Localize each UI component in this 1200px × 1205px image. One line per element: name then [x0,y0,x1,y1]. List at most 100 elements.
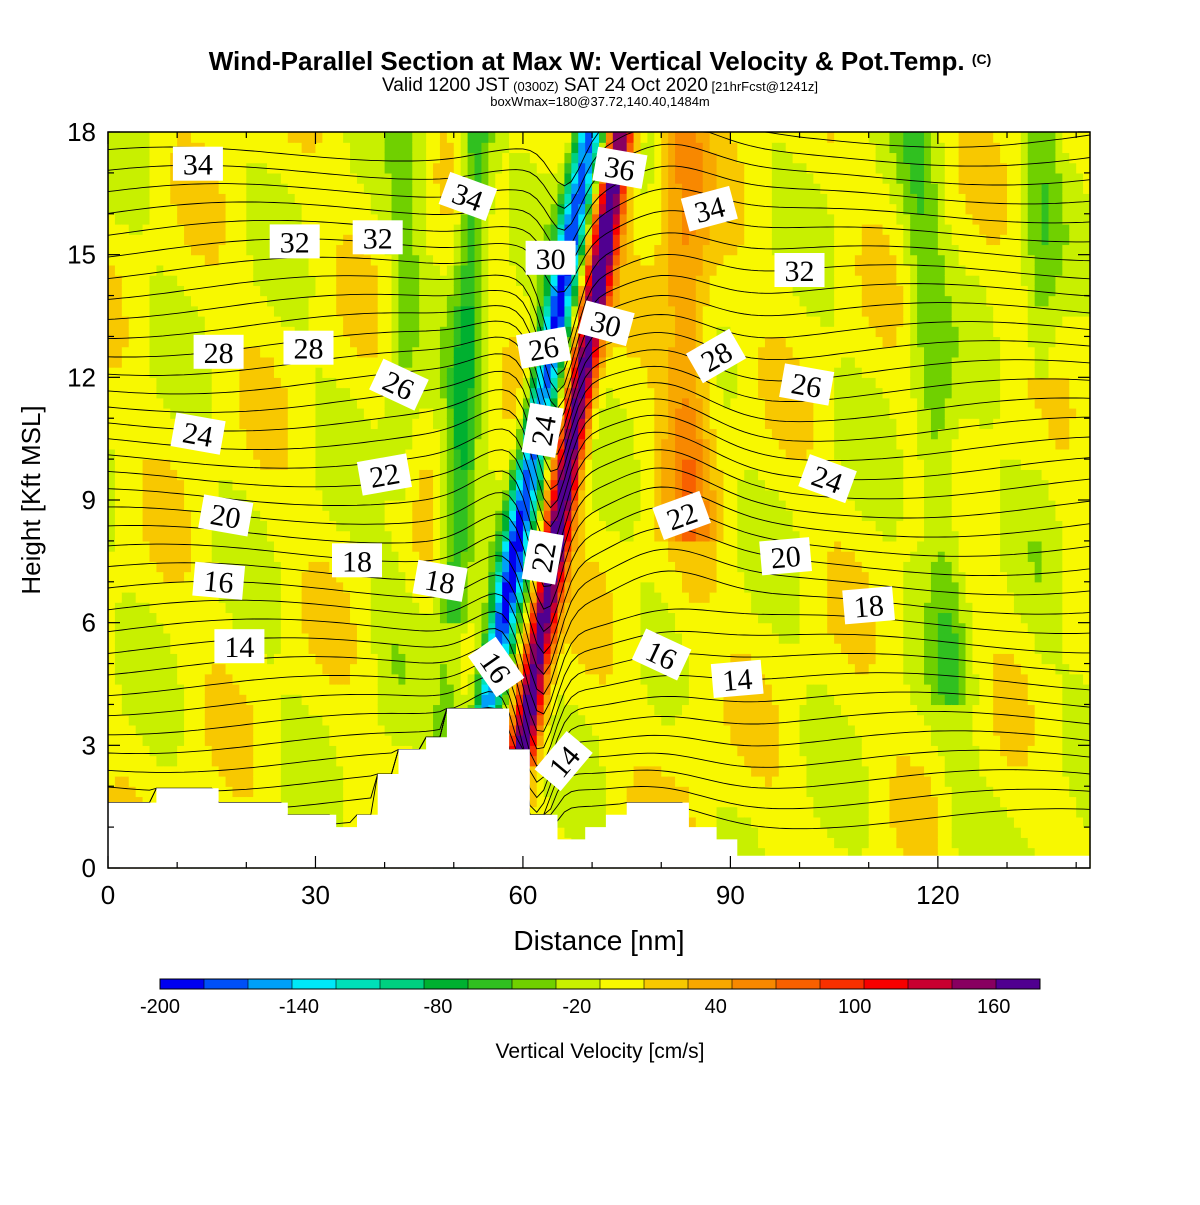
velocity-cell [336,408,344,419]
velocity-cell [128,510,137,522]
velocity-cell [350,735,358,746]
velocity-cell [460,592,469,603]
velocity-cell [488,132,496,143]
velocity-cell [267,714,275,726]
velocity-cell [522,152,531,164]
velocity-cell [156,694,164,706]
velocity-cell [363,193,372,205]
velocity-cell [405,346,413,358]
velocity-cell [322,224,330,235]
velocity-cell [557,592,566,603]
velocity-cell [287,459,296,470]
velocity-cell [522,183,531,194]
velocity-cell [218,479,227,491]
velocity-cell [481,172,489,184]
velocity-cell [460,254,469,266]
velocity-cell [163,622,171,634]
velocity-cell [488,244,496,256]
velocity-cell [446,612,455,624]
velocity-cell [301,162,310,174]
velocity-cell [267,724,275,736]
velocity-cell [356,510,365,522]
velocity-cell [315,438,323,450]
velocity-cell [481,694,489,706]
velocity-cell [509,316,517,327]
velocity-cell [522,295,531,307]
velocity-cell [384,510,393,522]
velocity-cell [156,275,164,286]
velocity-cell [564,234,572,246]
velocity-cell [287,448,296,460]
velocity-cell [426,244,434,256]
velocity-cell [522,653,531,665]
velocity-cell [370,632,379,644]
velocity-cell [128,765,137,777]
velocity-cell [239,796,247,808]
velocity-cell [108,295,116,307]
velocity-cell [405,632,413,644]
velocity-cell [170,459,178,470]
velocity-cell [204,663,213,675]
velocity-cell [149,551,158,562]
velocity-cell [377,653,386,665]
velocity-cell [142,561,151,573]
velocity-cell [522,275,531,286]
velocity-cell [128,203,137,215]
velocity-cell [315,316,323,327]
velocity-cell [543,295,552,307]
velocity-cell [495,459,503,470]
velocity-cell [439,152,448,164]
velocity-cell [571,714,579,726]
velocity-cell [218,203,227,215]
velocity-cell [108,397,116,409]
velocity-cell [356,346,365,358]
velocity-cell [433,172,441,184]
velocity-cell [108,765,116,777]
velocity-cell [225,183,234,194]
velocity-cell [121,510,130,522]
velocity-cell [522,500,531,511]
velocity-cell [149,786,158,798]
velocity-cell [336,152,344,164]
velocity-cell [156,765,164,777]
velocity-cell [350,765,358,777]
velocity-cell [467,673,476,685]
velocity-cell [343,786,351,798]
velocity-cell [246,612,254,624]
velocity-cell [578,724,586,736]
velocity-cell [509,592,517,603]
velocity-cell [564,438,572,450]
velocity-cell [405,305,413,317]
velocity-cell [301,653,310,665]
velocity-cell [488,367,496,378]
velocity-cell [481,500,489,511]
velocity-cell [156,377,164,389]
velocity-cell [308,275,317,286]
velocity-cell [356,735,365,746]
velocity-cell [204,622,213,634]
velocity-cell [267,172,275,184]
velocity-cell [197,132,206,143]
velocity-cell [128,305,137,317]
velocity-cell [426,224,434,235]
velocity-cell [163,346,171,358]
velocity-cell [439,377,448,389]
velocity-cell [412,275,420,286]
velocity-cell [412,684,420,695]
velocity-cell [108,305,116,317]
velocity-cell [301,643,310,654]
velocity-cell [502,438,510,450]
velocity-cell [488,489,496,501]
velocity-cell [280,397,289,409]
velocity-cell [156,673,164,685]
velocity-cell [460,213,469,225]
velocity-cell [142,285,151,297]
velocity-cell [308,602,317,614]
velocity-cell [529,285,538,297]
velocity-cell [516,684,524,695]
velocity-cell [578,520,586,532]
velocity-cell [329,183,337,194]
velocity-cell [405,132,413,143]
velocity-cell [564,653,572,665]
velocity-cell [543,724,552,736]
